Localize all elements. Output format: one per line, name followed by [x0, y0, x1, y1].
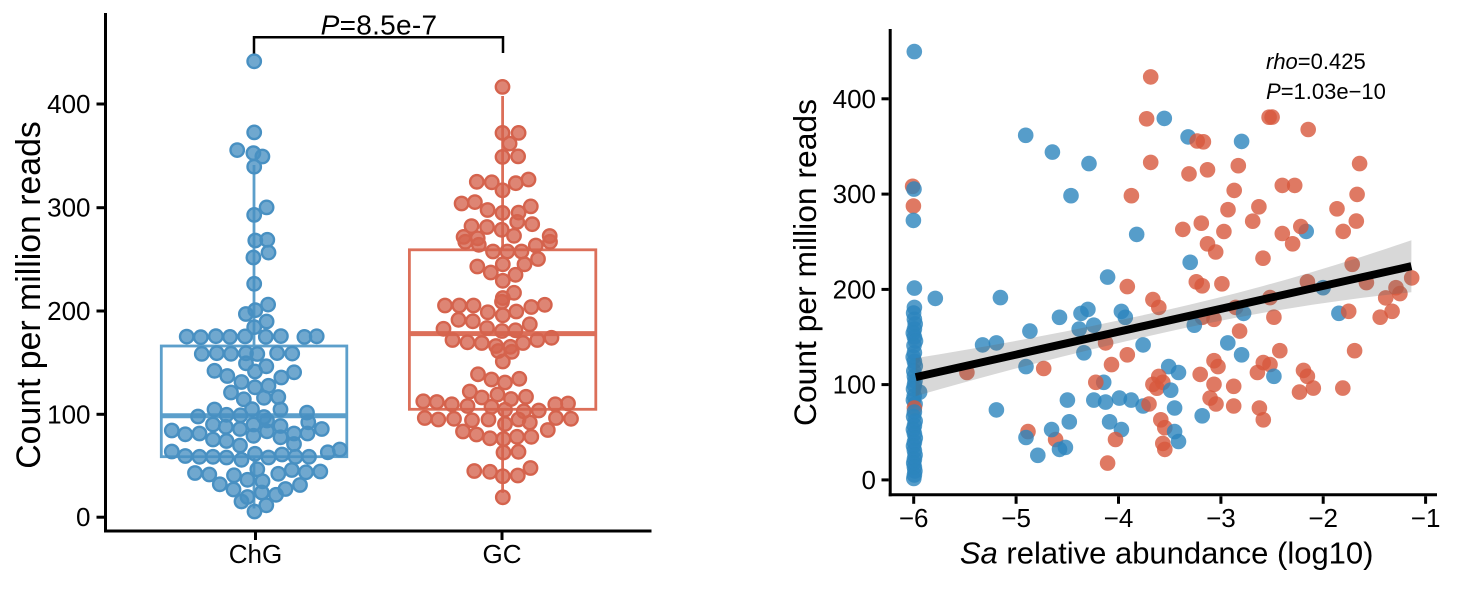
svg-text:0: 0	[862, 465, 876, 495]
svg-text:400: 400	[47, 89, 90, 119]
svg-text:Count per million reads: Count per million reads	[10, 121, 48, 469]
svg-text:−4: −4	[1104, 503, 1134, 533]
svg-text:300: 300	[47, 193, 90, 223]
svg-text:100: 100	[47, 399, 90, 429]
svg-text:−2: −2	[1308, 503, 1338, 533]
svg-text:P=1.03e−10: P=1.03e−10	[1266, 79, 1386, 104]
svg-text:rho=0.425: rho=0.425	[1266, 49, 1366, 74]
svg-text:300: 300	[833, 179, 876, 209]
svg-text:GC: GC	[483, 539, 522, 569]
svg-text:−1: −1	[1411, 503, 1441, 533]
svg-text:0: 0	[76, 502, 90, 532]
svg-text:−5: −5	[1001, 503, 1031, 533]
svg-text:Count per million reads: Count per million reads	[787, 99, 823, 426]
svg-text:P=8.5e-7: P=8.5e-7	[321, 10, 438, 41]
svg-text:100: 100	[833, 370, 876, 400]
svg-text:400: 400	[833, 84, 876, 114]
svg-text:−6: −6	[899, 503, 929, 533]
svg-text:ChG: ChG	[229, 539, 282, 569]
svg-text:Sa relative abundance (log10): Sa relative abundance (log10)	[960, 536, 1374, 571]
svg-text:−3: −3	[1206, 503, 1236, 533]
svg-text:200: 200	[833, 274, 876, 304]
svg-text:200: 200	[47, 296, 90, 326]
